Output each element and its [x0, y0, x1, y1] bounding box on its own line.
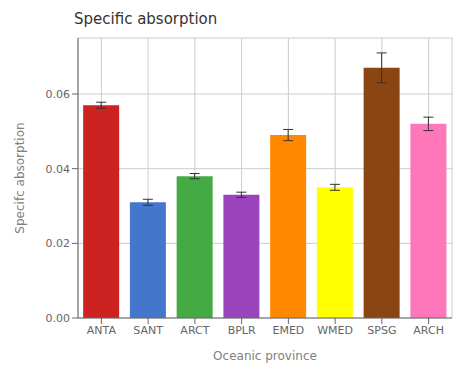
- svg-text:SANT: SANT: [133, 324, 163, 337]
- svg-text:0.00: 0.00: [46, 312, 71, 325]
- svg-text:EMED: EMED: [272, 324, 304, 337]
- svg-text:SPSG: SPSG: [367, 324, 396, 337]
- svg-text:Oceanic province: Oceanic province: [213, 349, 317, 363]
- svg-text:Specifc absorption: Specifc absorption: [13, 122, 27, 233]
- svg-text:ANTA: ANTA: [87, 324, 117, 337]
- svg-text:ARCT: ARCT: [180, 324, 209, 337]
- html-text:Specific absorption: Specific absorption: [74, 10, 218, 28]
- svg-text:BPLR: BPLR: [228, 324, 256, 337]
- svg-text:0.04: 0.04: [46, 163, 71, 176]
- svg-text:0.06: 0.06: [46, 88, 71, 101]
- svg-text:ARCH: ARCH: [413, 324, 444, 337]
- svg-text:WMED: WMED: [317, 324, 353, 337]
- svg-text:0.02: 0.02: [46, 237, 71, 250]
